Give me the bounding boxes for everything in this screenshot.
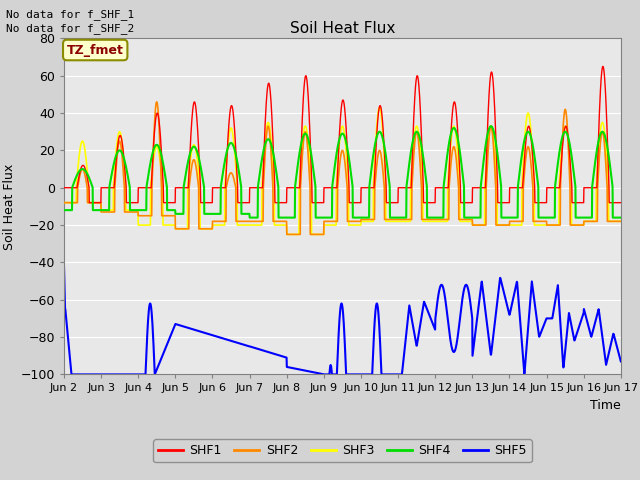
Y-axis label: Soil Heat Flux: Soil Heat Flux [3,163,17,250]
Text: No data for f_SHF_2: No data for f_SHF_2 [6,23,134,34]
Title: Soil Heat Flux: Soil Heat Flux [290,21,395,36]
Legend: SHF1, SHF2, SHF3, SHF4, SHF5: SHF1, SHF2, SHF3, SHF4, SHF5 [153,439,532,462]
X-axis label: Time: Time [590,399,621,412]
Text: TZ_fmet: TZ_fmet [67,44,124,57]
Text: No data for f_SHF_1: No data for f_SHF_1 [6,9,134,20]
